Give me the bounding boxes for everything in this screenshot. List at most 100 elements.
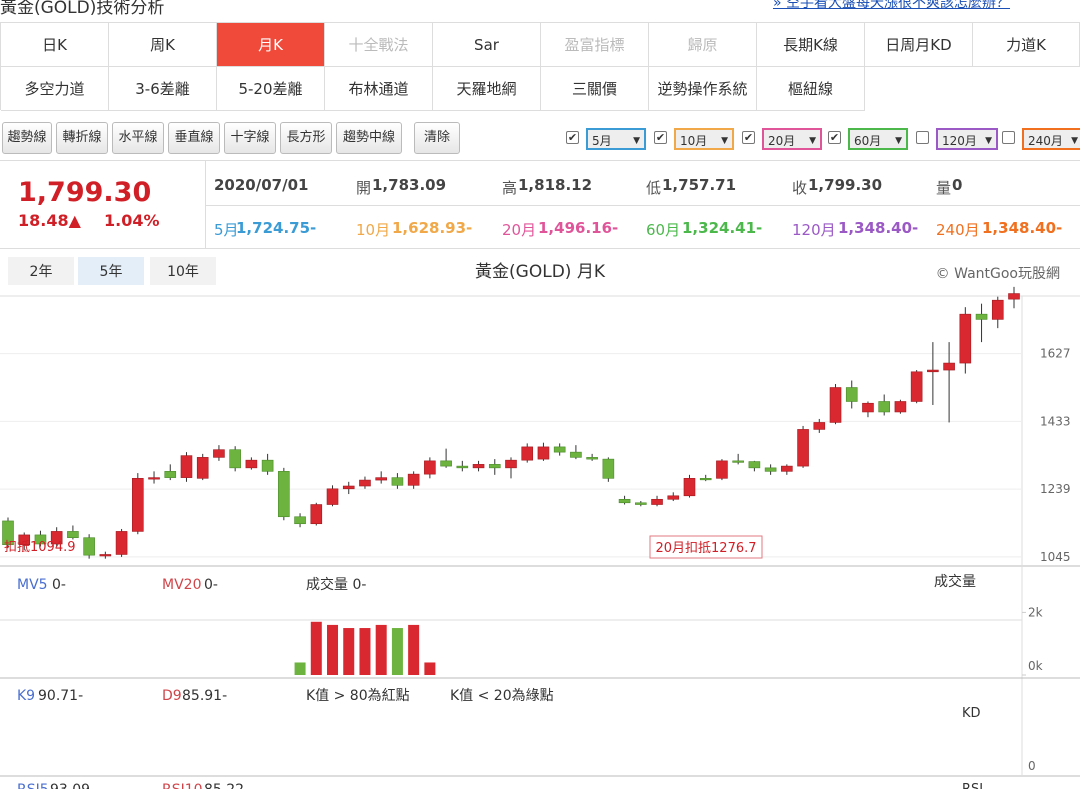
candle-body xyxy=(537,446,550,460)
field-label: 高 xyxy=(502,179,518,197)
tool-button[interactable]: 轉折線 xyxy=(56,122,108,154)
ma-checkbox[interactable] xyxy=(1002,131,1015,144)
tab[interactable]: 多空力道 xyxy=(1,67,109,111)
ma-value: 1,628.93- xyxy=(392,219,473,237)
candle-body xyxy=(570,451,582,458)
tool-button[interactable]: 垂直線 xyxy=(168,122,220,154)
ma-select[interactable]: 10月 xyxy=(674,128,734,152)
tool-button[interactable]: 水平線 xyxy=(112,122,164,154)
ma-checkbox[interactable]: ✔ xyxy=(828,131,841,144)
field-value: 1,799.30 xyxy=(808,176,883,194)
tool-button[interactable]: 十字線 xyxy=(224,122,276,154)
volume-title: 成交量 xyxy=(934,573,976,590)
ma-value: 1,348.40- xyxy=(838,219,919,237)
k-value: 90.71- xyxy=(38,688,83,704)
field-label: 低 xyxy=(646,179,662,197)
ma-select[interactable]: 5月 xyxy=(586,128,646,152)
candle-body xyxy=(326,488,339,505)
tab[interactable]: 長期K線 xyxy=(757,23,865,67)
ma-checkbox[interactable]: ✔ xyxy=(654,131,667,144)
mv20-label: MV20 xyxy=(162,577,201,593)
mv20-value: 0- xyxy=(204,577,218,593)
range-button[interactable] xyxy=(150,257,216,285)
tab[interactable]: 十全戰法 xyxy=(325,23,433,67)
tab[interactable]: 3-6差離 xyxy=(109,67,217,111)
candle-body xyxy=(18,534,31,545)
candle-body xyxy=(196,457,209,479)
range-label: 10年 xyxy=(167,264,199,280)
candle-body xyxy=(67,531,79,539)
ma-checkbox[interactable] xyxy=(916,131,929,144)
tab[interactable]: 力道K xyxy=(973,23,1080,67)
tab-grid: 日K 周K 月K 十全戰法 Sar 盈富指標 歸原 長期K線 日周月KD 力道K 多空力道 3-6差離… xyxy=(0,22,1080,111)
y-tick-label: 1627 xyxy=(1040,347,1071,361)
tab[interactable]: 天羅地網 xyxy=(433,67,541,111)
ma-checkbox[interactable]: ✔ xyxy=(742,131,755,144)
tool-button[interactable]: 趨勢線 xyxy=(2,122,52,154)
candle-body xyxy=(618,498,631,504)
candle-body xyxy=(342,485,355,490)
tab[interactable]: 三關價 xyxy=(541,67,649,111)
ma-checkbox[interactable]: ✔ xyxy=(566,131,579,144)
tab[interactable]: 日周月KD xyxy=(865,23,973,67)
candle-body xyxy=(732,460,744,463)
field-value: 1,783.09 xyxy=(372,176,447,194)
ma-select[interactable]: 240月 xyxy=(1022,128,1080,152)
candle-body xyxy=(927,369,939,373)
candle-body xyxy=(586,457,598,460)
candle-body xyxy=(716,460,728,479)
volume-bar xyxy=(408,624,420,675)
ma-label: 120月 xyxy=(792,221,836,239)
ma-value: 1,324.41- xyxy=(682,219,763,237)
tab[interactable]: 月K xyxy=(217,23,325,67)
candle-body xyxy=(440,460,452,467)
kd-note: K值 < 20為綠點 xyxy=(450,688,554,704)
candle-body xyxy=(813,422,826,430)
tab[interactable]: 逆勢操作系統 xyxy=(649,67,757,111)
field-label: 收 xyxy=(792,179,808,197)
annotation-box xyxy=(649,535,763,559)
annotation: 扣抵1094.9 xyxy=(4,540,76,555)
candle-body xyxy=(894,401,907,413)
candle-body xyxy=(667,495,680,500)
rsi-tag: RSI xyxy=(962,782,983,789)
ma-select[interactable]: 120月 xyxy=(936,128,998,152)
field-value: 1,757.71 xyxy=(662,176,737,194)
mv5-label: MV5 xyxy=(17,577,48,593)
field-label: 量 xyxy=(936,179,952,197)
tab[interactable]: Sar xyxy=(433,23,541,67)
kd-tag: KD xyxy=(962,706,981,721)
tab[interactable]: 布林通道 xyxy=(325,67,433,111)
candle-body xyxy=(50,531,63,545)
tab[interactable]: 日K xyxy=(1,23,109,67)
volume-bar xyxy=(343,628,355,675)
ma-select[interactable]: 60月 xyxy=(848,128,908,152)
tool-button[interactable]: 長方形 xyxy=(280,122,332,154)
candle-body xyxy=(764,467,777,472)
tab[interactable]: 周K xyxy=(109,23,217,67)
candle-body xyxy=(1008,293,1020,300)
candle-body xyxy=(424,460,436,475)
promo-link[interactable]: » 空手看大盤每天漲很不爽該怎麼辦？ xyxy=(772,0,1010,11)
tab[interactable]: 樞紐線 xyxy=(757,67,865,111)
candle-body xyxy=(213,449,225,458)
y-tick-label: 2k xyxy=(1028,605,1043,619)
candle-body xyxy=(683,478,696,497)
candle-body xyxy=(180,455,193,478)
range-button[interactable] xyxy=(78,257,144,285)
candle-body xyxy=(602,458,615,479)
candle-body xyxy=(310,504,323,525)
tab[interactable]: 歸原 xyxy=(649,23,757,67)
price: 1,799.30 xyxy=(18,177,152,208)
tool-button[interactable]: 趨勢中線 xyxy=(336,122,402,154)
tab[interactable]: 5-20差離 xyxy=(217,67,325,111)
candle-body xyxy=(910,371,923,402)
candle-body xyxy=(164,471,177,478)
clear-button[interactable]: 清除 xyxy=(414,122,460,154)
tab[interactable]: 盈富指標 xyxy=(541,23,649,67)
ma-select[interactable]: 20月 xyxy=(762,128,822,152)
annotation: 20月扣抵1276.7 xyxy=(655,541,756,556)
kd-note: K值 > 80為紅點 xyxy=(306,688,410,704)
range-button[interactable] xyxy=(8,257,74,285)
candle-body xyxy=(2,520,14,545)
